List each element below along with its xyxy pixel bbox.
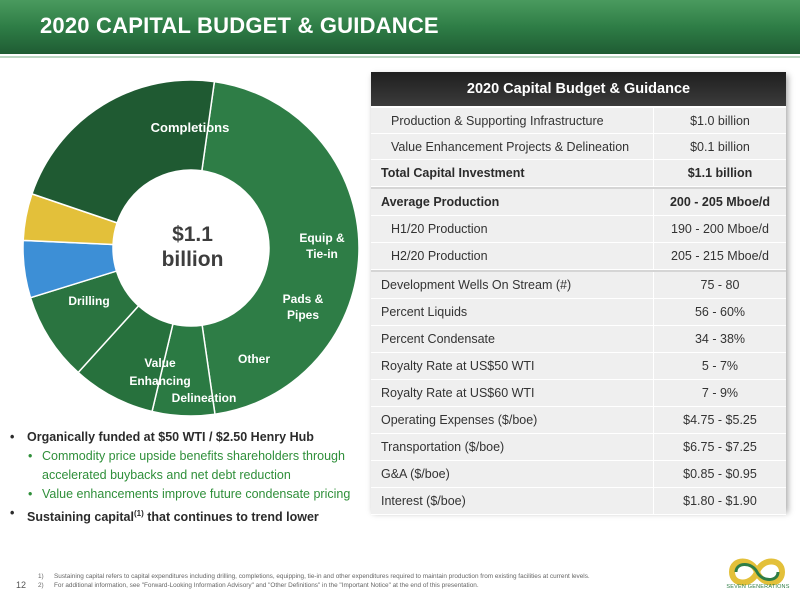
company-logo-icon (728, 558, 786, 586)
slice-label-delineation: Delineation (172, 391, 237, 405)
footnote-1-num: 1) (38, 573, 44, 580)
row-value: $1.1 billion (687, 166, 753, 180)
company-logo-text: SEVEN GENERATIONS (726, 584, 790, 590)
table-row: Operating Expenses ($/boe) $4.75 - $5.25 (371, 407, 786, 434)
row-label: Production & Supporting Infrastructure (371, 108, 654, 133)
footnotes: 1) Sustaining capital refers to capital e… (38, 572, 590, 590)
table-row: Production & Supporting Infrastructure $… (371, 108, 786, 134)
row-value: 205 - 215 Mboe/d (671, 249, 769, 263)
table-row: Royalty Rate at US$50 WTI 5 - 7% (371, 353, 786, 380)
row-value: 200 - 205 Mboe/d (669, 195, 771, 209)
table-row: Interest ($/boe) $1.80 - $1.90 (371, 488, 786, 515)
row-label: G&A ($/boe) (371, 461, 654, 487)
slice-label-equip-1: Equip & (299, 231, 345, 245)
table-row: Development Wells On Stream (#) 75 - 80 (371, 272, 786, 299)
row-label: Operating Expenses ($/boe) (371, 407, 654, 433)
slice-label-pads-1: Pads & (283, 292, 324, 306)
slice-label-completions: Completions (151, 120, 230, 135)
donut-center-amount: $1.1 (172, 223, 213, 246)
table-row: Percent Liquids 56 - 60% (371, 299, 786, 326)
bullet-commodity-upside: Commodity price upside benefits sharehol… (10, 447, 365, 485)
page-title: 2020 CAPITAL BUDGET & GUIDANCE (40, 13, 439, 38)
table-row: H2/20 Production 205 - 215 Mboe/d (371, 243, 786, 270)
table-row-total: Total Capital Investment $1.1 billion (371, 160, 786, 187)
slice-label-other: Other (238, 352, 270, 366)
key-points: Organically funded at $50 WTI / $2.50 He… (10, 428, 365, 527)
slice-label-pads-2: Pipes (287, 308, 319, 322)
slice-label-equip-2: Tie-in (306, 247, 338, 261)
donut-center-unit: billion (161, 248, 224, 271)
table-row: Value Enhancement Projects & Delineation… (371, 134, 786, 160)
footnote-ref: (1) (133, 509, 144, 518)
slice-label-drilling: Drilling (68, 294, 109, 308)
row-value: $6.75 - $7.25 (683, 440, 757, 454)
row-label: H1/20 Production (371, 216, 654, 242)
production-group: Average Production 200 - 205 Mboe/d H1/2… (371, 187, 786, 270)
table-row: G&A ($/boe) $0.85 - $0.95 (371, 461, 786, 488)
row-label: H2/20 Production (371, 243, 654, 269)
bullet-value-enhancements: Value enhancements improve future conden… (10, 485, 365, 504)
table-title: 2020 Capital Budget & Guidance (371, 72, 786, 106)
row-value: $1.0 billion (690, 113, 750, 128)
sustaining-capital-text: Sustaining capital (27, 510, 134, 525)
footnote-1: 1) Sustaining capital refers to capital e… (38, 572, 590, 581)
title-bar: 2020 CAPITAL BUDGET & GUIDANCE (0, 0, 800, 54)
guidance-group: Development Wells On Stream (#) 75 - 80 P… (371, 270, 786, 515)
table-row: Royalty Rate at US$60 WTI 7 - 9% (371, 380, 786, 407)
row-value: $4.75 - $5.25 (683, 413, 757, 427)
row-value: 34 - 38% (694, 332, 746, 346)
row-label: Percent Liquids (371, 299, 654, 325)
row-value: 75 - 80 (700, 278, 740, 292)
page-number: 12 (16, 580, 27, 590)
table-row-production: Average Production 200 - 205 Mboe/d (371, 189, 786, 216)
table-row: H1/20 Production 190 - 200 Mboe/d (371, 216, 786, 243)
capital-group: Production & Supporting Infrastructure $… (371, 108, 786, 187)
row-value: $0.1 billion (690, 139, 750, 154)
row-value: 190 - 200 Mboe/d (671, 222, 769, 236)
row-label: Percent Condensate (371, 326, 654, 352)
slice-label-value-2: Enhancing (129, 374, 190, 388)
row-value: 56 - 60% (694, 305, 746, 319)
row-label: Royalty Rate at US$60 WTI (371, 380, 654, 406)
footnote-2: 2) For additional information, see "Forwa… (38, 581, 590, 590)
donut-hole (113, 170, 269, 326)
row-label: Interest ($/boe) (371, 488, 654, 514)
row-label: Total Capital Investment (371, 160, 654, 186)
footnote-2-num: 2) (38, 582, 44, 589)
bullet-sustaining-capital: Sustaining capital(1) that continues to … (10, 504, 365, 527)
row-label: Development Wells On Stream (#) (371, 272, 654, 298)
sustaining-capital-trend: that continues to trend lower (143, 510, 319, 525)
footnote-1-text: Sustaining capital refers to capital exp… (54, 573, 590, 580)
row-value: 5 - 7% (701, 359, 739, 373)
capital-donut-chart: Completions Equip & Tie-in Pads & Pipes … (22, 79, 360, 417)
table-row: Transportation ($/boe) $6.75 - $7.25 (371, 434, 786, 461)
donut-center-label: $1.1 billion (130, 222, 255, 272)
row-value: $1.80 - $1.90 (683, 494, 757, 508)
row-label: Transportation ($/boe) (371, 434, 654, 460)
row-value: 7 - 9% (701, 386, 739, 400)
row-label: Royalty Rate at US$50 WTI (371, 353, 654, 379)
slice-label-value-1: Value (144, 356, 176, 370)
table-row: Percent Condensate 34 - 38% (371, 326, 786, 353)
row-label: Average Production (371, 189, 654, 215)
row-value: $0.85 - $0.95 (683, 467, 757, 481)
guidance-table: 2020 Capital Budget & Guidance Productio… (371, 72, 786, 515)
row-label: Value Enhancement Projects & Delineation (371, 134, 654, 159)
bullet-funding: Organically funded at $50 WTI / $2.50 He… (10, 428, 365, 447)
title-divider (0, 56, 800, 58)
footnote-2-text: For additional information, see "Forward… (54, 582, 479, 589)
